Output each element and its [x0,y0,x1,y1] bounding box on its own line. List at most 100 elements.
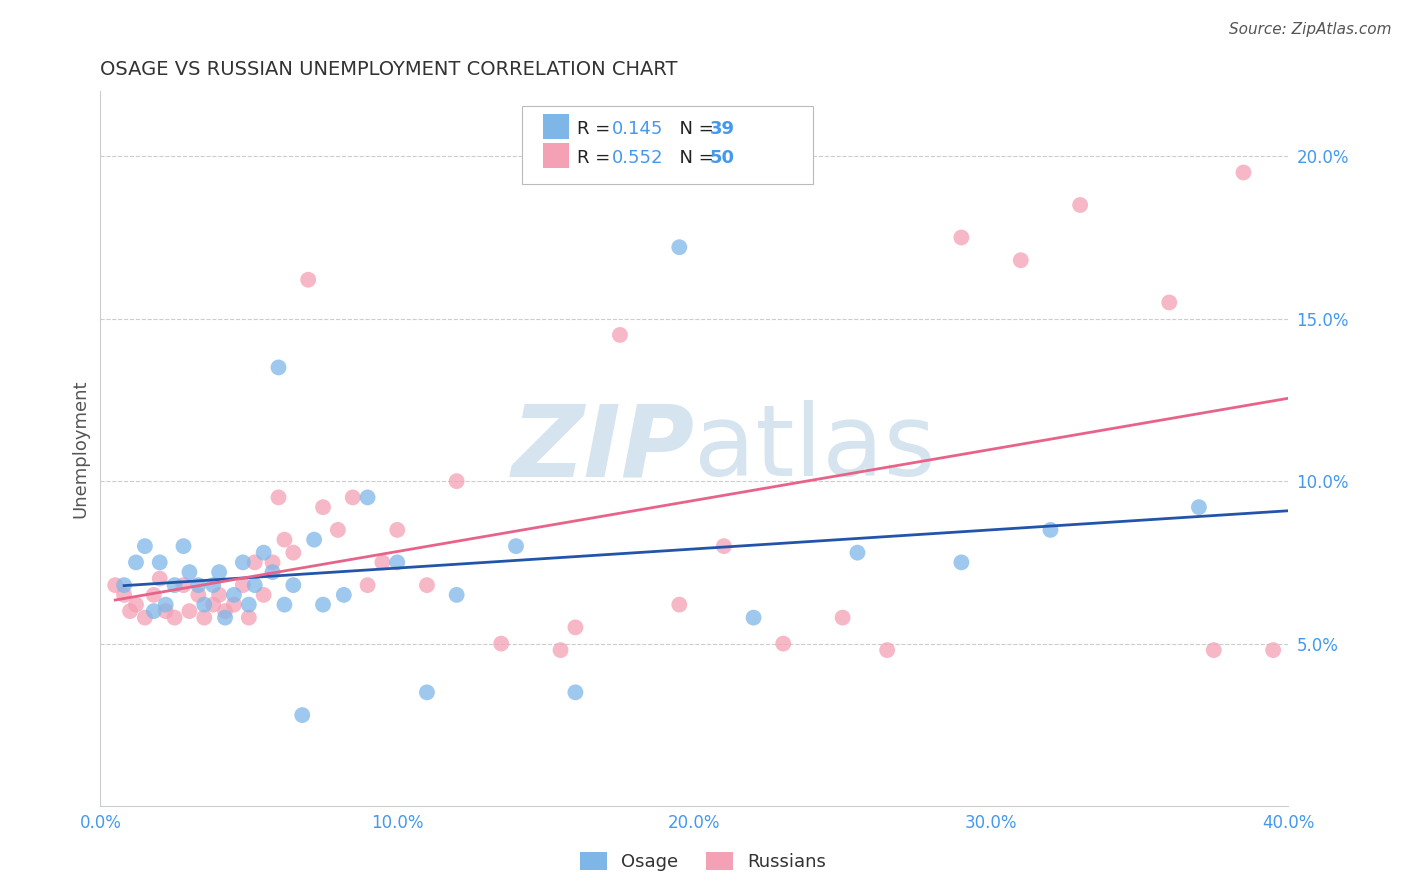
Point [112,578,135,592]
Point [134,610,156,624]
Point [142,604,165,618]
Point [238,598,260,612]
Point [342,491,364,505]
Point [356,578,378,592]
Point [1263,643,1285,657]
Point [772,637,794,651]
Point [118,604,141,618]
Point [262,565,284,579]
Text: OSAGE VS RUSSIAN UNEMPLOYMENT CORRELATION CHART: OSAGE VS RUSSIAN UNEMPLOYMENT CORRELATIO… [100,60,678,78]
Point [232,555,254,569]
Point [155,604,177,618]
FancyBboxPatch shape [543,143,569,168]
Point [179,565,201,579]
Text: ZIP: ZIP [512,401,695,497]
Text: 50: 50 [710,149,734,167]
Point [273,598,295,612]
Point [163,578,186,592]
Point [291,708,314,723]
Point [193,610,215,624]
Point [1159,295,1181,310]
Point [550,643,572,657]
Point [125,598,148,612]
Point [222,598,245,612]
Point [505,539,527,553]
Point [713,539,735,553]
Text: N =: N = [668,149,720,167]
Point [243,555,266,569]
Point [267,491,290,505]
Point [1039,523,1062,537]
Point [950,230,973,244]
Point [112,588,135,602]
Point [668,598,690,612]
Point [564,685,586,699]
Text: R =: R = [576,149,616,167]
Point [312,500,335,515]
Point [243,578,266,592]
Text: atlas: atlas [695,401,936,497]
Point [742,610,765,624]
Point [253,588,276,602]
Point [208,565,231,579]
Point [609,328,631,343]
Point [187,578,209,592]
Point [238,610,260,624]
Point [1188,500,1211,515]
Point [163,610,186,624]
Point [149,572,172,586]
Point [214,610,236,624]
Point [273,533,295,547]
Point [387,523,409,537]
Point [267,360,290,375]
Legend: Osage, Russians: Osage, Russians [572,845,834,879]
Point [371,555,394,569]
Point [297,273,319,287]
Point [149,555,172,569]
Point [1202,643,1225,657]
Point [312,598,335,612]
Point [262,555,284,569]
Point [416,578,439,592]
Point [387,555,409,569]
Point [846,546,869,560]
Point [222,588,245,602]
Point [179,604,201,618]
Point [134,539,156,553]
Point [950,555,973,569]
Point [446,474,468,488]
Text: Source: ZipAtlas.com: Source: ZipAtlas.com [1229,22,1392,37]
Point [125,555,148,569]
Point [173,539,195,553]
Point [155,598,177,612]
Point [283,546,305,560]
Point [187,588,209,602]
Y-axis label: Unemployment: Unemployment [72,379,89,518]
Point [283,578,305,592]
Point [876,643,898,657]
Point [416,685,439,699]
Point [202,578,225,592]
Point [173,578,195,592]
Point [302,533,325,547]
Point [193,598,215,612]
Point [1069,198,1091,212]
Point [202,598,225,612]
Point [232,578,254,592]
Point [104,578,127,592]
Text: R =: R = [576,120,616,138]
Point [208,588,231,602]
Point [831,610,853,624]
FancyBboxPatch shape [522,105,813,184]
Point [1232,165,1254,179]
Point [1010,253,1032,268]
Point [489,637,512,651]
Text: N =: N = [668,120,720,138]
Point [326,523,349,537]
Point [356,491,378,505]
Point [446,588,468,602]
FancyBboxPatch shape [543,114,569,139]
Point [253,546,276,560]
Point [668,240,690,254]
Text: 0.552: 0.552 [612,149,664,167]
